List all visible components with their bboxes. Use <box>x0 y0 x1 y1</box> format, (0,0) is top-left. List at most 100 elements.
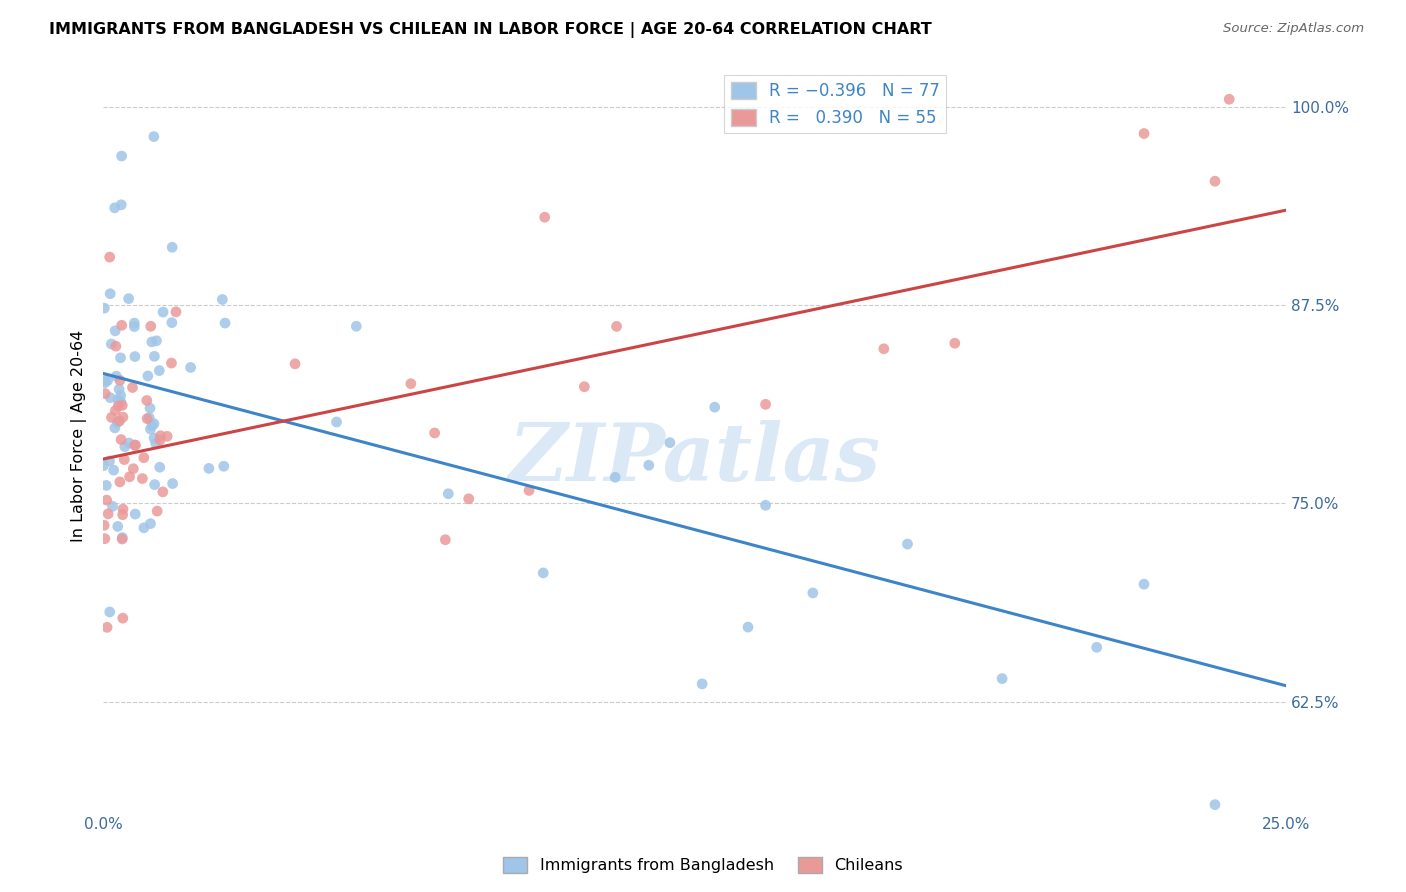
Text: IMMIGRANTS FROM BANGLADESH VS CHILEAN IN LABOR FORCE | AGE 20-64 CORRELATION CHA: IMMIGRANTS FROM BANGLADESH VS CHILEAN IN… <box>49 22 932 38</box>
Point <box>143 417 166 431</box>
Point <box>165 305 187 319</box>
Point <box>111 410 134 425</box>
Point <box>110 351 132 365</box>
Point <box>94 376 117 390</box>
Point <box>97 374 120 388</box>
Point <box>110 388 132 402</box>
Point <box>533 211 555 225</box>
Point <box>152 305 174 319</box>
Point <box>146 504 169 518</box>
Point <box>112 452 135 467</box>
Point <box>145 436 167 450</box>
Point <box>121 380 143 394</box>
Point <box>162 476 184 491</box>
Point <box>344 319 367 334</box>
Point <box>149 433 172 447</box>
Point <box>1133 127 1156 141</box>
Point <box>1204 797 1226 812</box>
Point <box>132 450 155 465</box>
Point <box>111 502 134 516</box>
Point <box>943 336 966 351</box>
Point <box>139 319 162 334</box>
Point <box>690 677 713 691</box>
Point <box>135 393 157 408</box>
Point <box>132 521 155 535</box>
Point <box>105 416 128 430</box>
Point <box>100 410 122 425</box>
Point <box>98 250 121 264</box>
Point <box>111 398 134 412</box>
Point <box>180 360 202 375</box>
Point <box>574 380 596 394</box>
Point <box>1133 577 1156 591</box>
Point <box>214 316 236 330</box>
Point <box>131 472 153 486</box>
Point <box>96 620 118 634</box>
Point <box>118 436 141 450</box>
Point <box>801 586 824 600</box>
Point <box>754 498 776 512</box>
Point <box>136 411 159 425</box>
Point <box>111 531 134 545</box>
Point <box>124 507 146 521</box>
Point <box>139 401 162 416</box>
Point <box>143 477 166 491</box>
Point <box>143 349 166 363</box>
Point <box>111 508 134 522</box>
Point <box>896 537 918 551</box>
Point <box>1218 92 1240 106</box>
Point <box>96 478 118 492</box>
Point <box>141 334 163 349</box>
Point <box>94 532 117 546</box>
Point <box>122 461 145 475</box>
Point <box>107 519 129 533</box>
Point <box>98 286 121 301</box>
Point <box>108 414 131 428</box>
Point <box>212 459 235 474</box>
Point <box>437 487 460 501</box>
Point <box>139 422 162 436</box>
Point <box>517 483 540 498</box>
Point <box>136 368 159 383</box>
Point <box>1085 640 1108 655</box>
Point <box>284 357 307 371</box>
Point <box>149 429 172 443</box>
Point <box>531 566 554 580</box>
Point <box>605 470 627 484</box>
Point <box>160 240 183 254</box>
Point <box>399 376 422 391</box>
Point <box>145 334 167 348</box>
Point <box>93 301 115 315</box>
Legend: Immigrants from Bangladesh, Chileans: Immigrants from Bangladesh, Chileans <box>496 850 910 880</box>
Point <box>114 440 136 454</box>
Text: ZIPatlas: ZIPatlas <box>509 420 880 498</box>
Point <box>93 518 115 533</box>
Point <box>139 516 162 531</box>
Point <box>143 431 166 445</box>
Point <box>110 395 132 409</box>
Point <box>142 129 165 144</box>
Point <box>98 454 121 468</box>
Point <box>98 605 121 619</box>
Point <box>124 319 146 334</box>
Point <box>110 149 132 163</box>
Point <box>160 316 183 330</box>
Point <box>94 386 117 401</box>
Point <box>873 342 896 356</box>
Point <box>117 292 139 306</box>
Point <box>100 337 122 351</box>
Point <box>141 418 163 433</box>
Point <box>160 356 183 370</box>
Point <box>103 463 125 477</box>
Point <box>1204 174 1226 188</box>
Point <box>658 435 681 450</box>
Point <box>606 319 628 334</box>
Y-axis label: In Labor Force | Age 20-64: In Labor Force | Age 20-64 <box>72 330 87 542</box>
Point <box>97 507 120 521</box>
Point <box>111 611 134 625</box>
Point <box>423 425 446 440</box>
Point <box>325 415 347 429</box>
Point <box>737 620 759 634</box>
Point <box>152 484 174 499</box>
Point <box>105 369 128 384</box>
